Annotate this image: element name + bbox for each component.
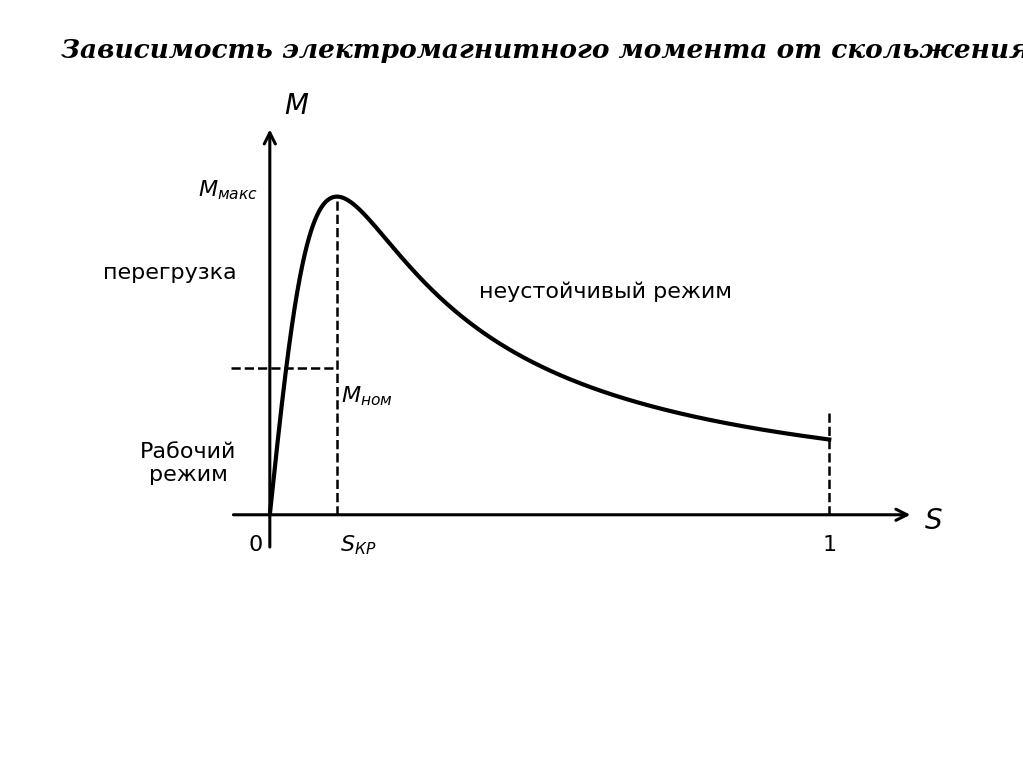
- Text: $S$: $S$: [925, 508, 943, 535]
- Text: $M_{ном}$: $M_{ном}$: [342, 384, 394, 408]
- Text: перегрузка: перегрузка: [102, 263, 236, 283]
- Text: $M_{макс}$: $M_{макс}$: [198, 178, 259, 202]
- Text: $S_{КР}$: $S_{КР}$: [340, 534, 376, 558]
- Text: $1$: $1$: [822, 534, 837, 556]
- Text: Зависимость электромагнитного момента от скольжения: Зависимость электромагнитного момента от…: [61, 38, 1023, 64]
- Text: Рабочий
режим: Рабочий режим: [140, 442, 236, 485]
- Text: $0$: $0$: [249, 534, 263, 556]
- Text: неустойчивый режим: неустойчивый режим: [479, 282, 732, 303]
- Text: $M$: $M$: [283, 93, 309, 121]
